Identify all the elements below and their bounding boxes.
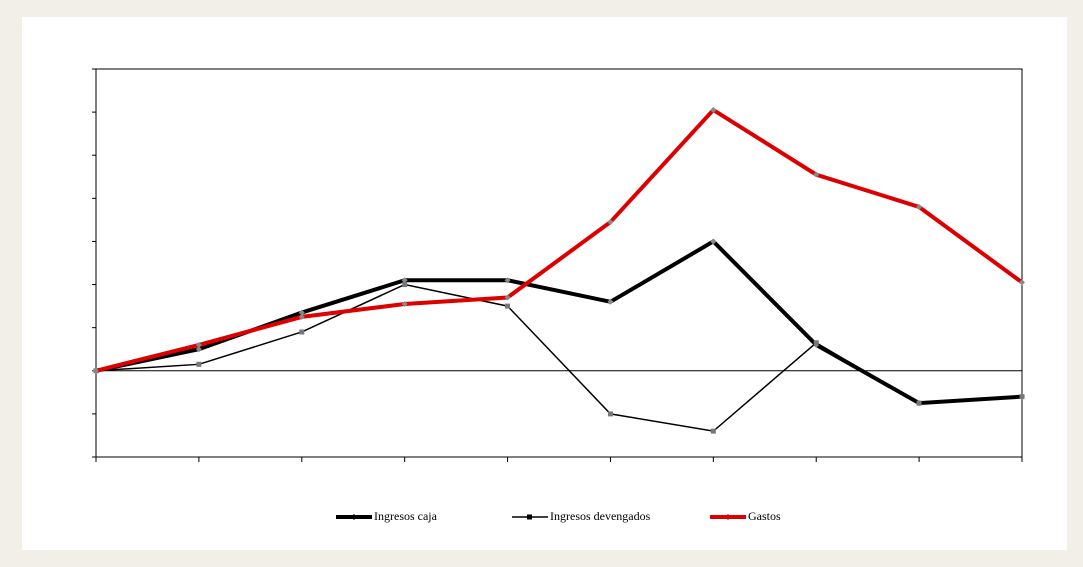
data-point	[813, 340, 819, 346]
legend-marker	[351, 514, 357, 520]
data-point	[401, 300, 408, 307]
legend-marker	[725, 514, 731, 520]
data-point	[710, 106, 717, 113]
data-point	[401, 277, 408, 284]
data-point	[1019, 279, 1025, 286]
data-point	[607, 298, 614, 305]
data-point	[916, 203, 923, 210]
data-point	[299, 329, 305, 335]
series-line	[95, 283, 1023, 432]
series-line	[95, 107, 1024, 373]
data-point	[607, 411, 613, 417]
data-point	[916, 400, 922, 406]
legend-label: Gastos	[748, 509, 781, 523]
legend-label: Ingresos devengados	[550, 509, 651, 523]
data-point	[195, 346, 202, 353]
data-point	[195, 341, 202, 348]
data-point	[504, 277, 511, 284]
data-point	[298, 309, 305, 316]
data-point	[93, 367, 99, 374]
data-point	[710, 428, 716, 434]
data-point	[813, 171, 820, 178]
data-point	[402, 282, 408, 288]
data-point	[298, 313, 305, 320]
legend-marker	[527, 514, 532, 520]
data-point	[710, 238, 717, 245]
data-point	[196, 361, 202, 367]
legend-label: Ingresos caja	[374, 509, 438, 523]
plot-frame	[95, 68, 1023, 458]
chart-card	[22, 17, 1067, 550]
data-point	[504, 294, 511, 301]
series-line	[95, 238, 1023, 406]
data-point	[505, 303, 511, 309]
data-point	[1019, 394, 1025, 400]
data-point	[607, 219, 614, 226]
